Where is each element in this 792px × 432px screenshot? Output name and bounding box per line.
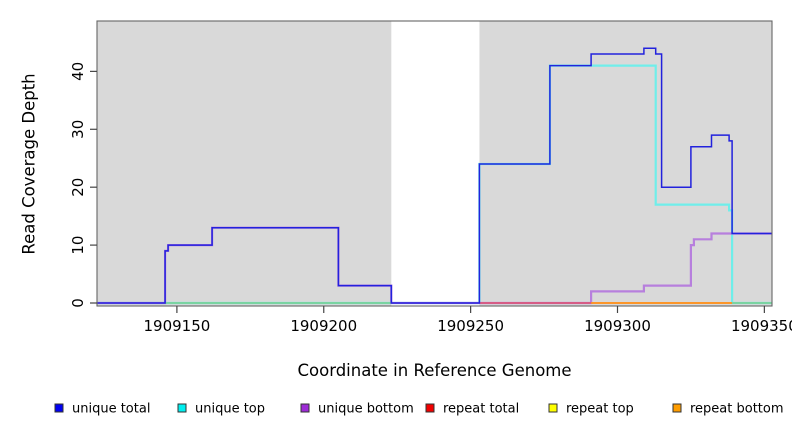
legend-item-repeat-total: repeat total: [425, 402, 519, 417]
legend-item-unique-bottom: unique bottom: [300, 402, 414, 417]
legend-label-repeat-top: repeat top: [566, 402, 634, 417]
legend-item-repeat-top: repeat top: [548, 402, 634, 417]
x-axis-title: Coordinate in Reference Genome: [297, 361, 572, 380]
plot-border: [96, 20, 773, 307]
y-axis-tick-label: 40: [69, 62, 87, 81]
legend-label-repeat-bottom: repeat bottom: [690, 402, 784, 417]
y-axis-tick-label: 20: [69, 178, 87, 197]
y-axis-title: Read Coverage Depth: [19, 73, 39, 255]
legend-label-unique-total: unique total: [72, 402, 150, 417]
legend-label-repeat-total: repeat total: [443, 402, 519, 417]
y-axis-tick-label: 30: [69, 120, 87, 139]
series-line-unique-total: [97, 47, 772, 304]
x-axis-tick-label: 1909150: [143, 317, 210, 335]
legend-label-unique-top: unique top: [195, 402, 265, 417]
legend-marker-unique-bottom: [300, 403, 310, 413]
x-axis-tick-label: 1909250: [437, 317, 504, 335]
legend-marker-unique-total: [54, 403, 64, 413]
y-axis-tick-label: 10: [69, 236, 87, 255]
no-data-gap: [391, 21, 480, 306]
legend-item-unique-total: unique total: [54, 402, 150, 417]
legend-item-repeat-bottom: repeat bottom: [672, 402, 784, 417]
legend-label-unique-bottom: unique bottom: [318, 402, 414, 417]
legend-marker-repeat-bottom: [672, 403, 682, 413]
x-axis-tick-label: 1909200: [290, 317, 357, 335]
legend-marker-repeat-total: [425, 403, 435, 413]
y-axis-tick-label: 0: [69, 298, 87, 308]
legend-marker-repeat-top: [548, 403, 558, 413]
legend-item-unique-top: unique top: [177, 402, 265, 417]
x-axis-tick-label: 1909300: [584, 317, 651, 335]
x-axis-tick-label: 1909350: [731, 317, 792, 335]
legend-marker-unique-top: [177, 403, 187, 413]
